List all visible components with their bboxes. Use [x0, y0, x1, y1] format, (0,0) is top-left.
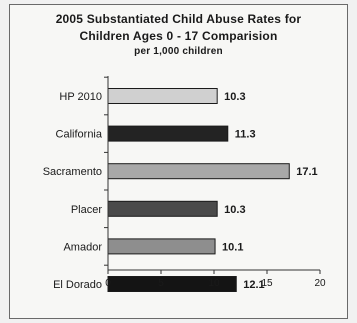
category-label: Sacramento	[43, 166, 102, 178]
bar-el-dorado	[107, 276, 237, 292]
chart-title-line-2: Children Ages 0 - 17 Comparision	[79, 29, 278, 43]
bar-california	[107, 125, 229, 142]
bar-hp-2010	[107, 88, 218, 104]
x-tick-label: 0	[105, 278, 111, 289]
bar-sacramento	[107, 163, 290, 180]
category-label: El Dorado	[53, 279, 102, 291]
value-label: 10.3	[224, 204, 245, 216]
x-tick-label: 10	[208, 278, 220, 289]
bar-placer	[107, 200, 218, 217]
category-label: Amador	[63, 241, 102, 253]
x-tick-label: 20	[314, 278, 326, 289]
x-tick-label: 15	[261, 278, 273, 289]
bar-amador	[107, 238, 216, 255]
value-label: 10.1	[222, 241, 243, 253]
value-label: 12.1	[243, 279, 264, 291]
value-label: 11.3	[235, 129, 256, 141]
value-label: 10.3	[224, 91, 245, 103]
category-label: Placer	[71, 204, 103, 216]
x-tick-label: 5	[158, 278, 164, 289]
chart-panel	[9, 4, 348, 319]
chart-subtitle: per 1,000 children	[134, 46, 223, 57]
chart-title: 2005 Substantiated Child Abuse Rates for	[55, 12, 302, 26]
category-label: HP 2010	[59, 91, 102, 103]
category-label: California	[56, 129, 103, 141]
value-label: 17.1	[296, 166, 317, 178]
